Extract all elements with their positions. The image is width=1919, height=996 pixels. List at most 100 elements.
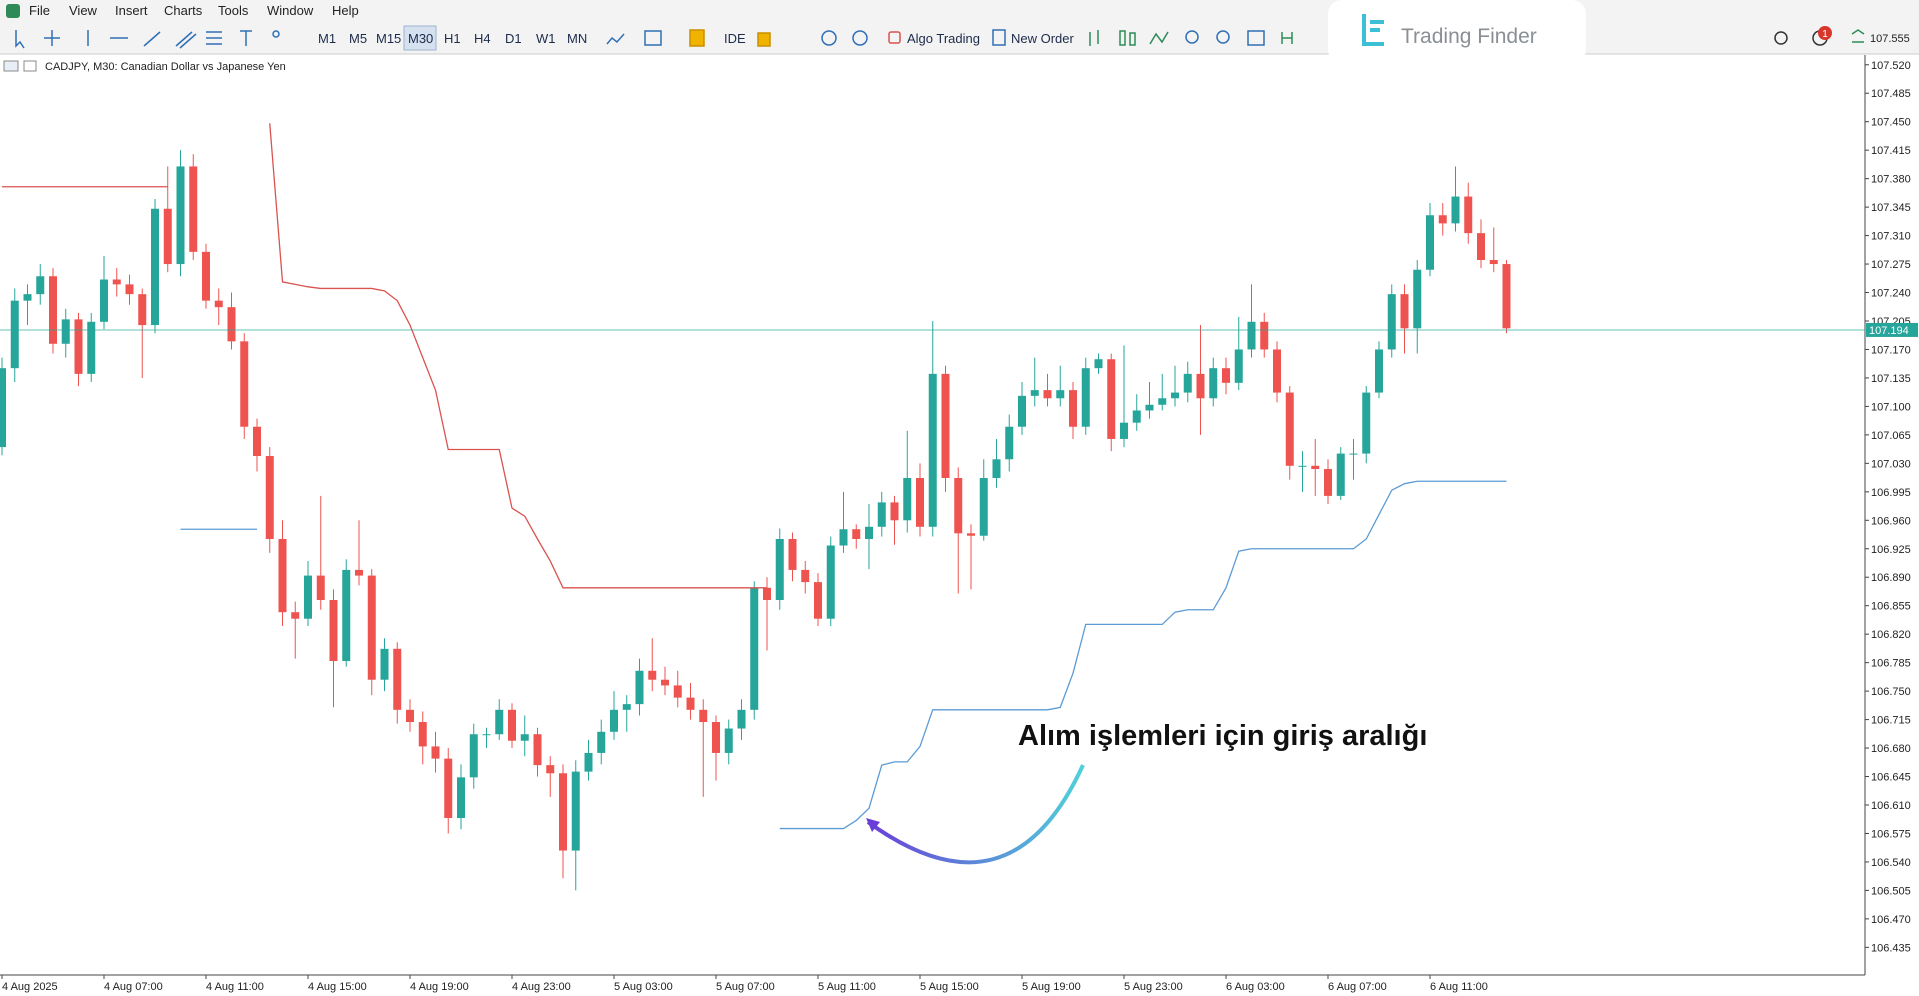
menu-item[interactable]: Tools [218,3,249,18]
candle-body [1273,349,1281,393]
y-tick-label: 107.275 [1871,259,1911,271]
chart-icon [3,60,19,72]
candle-body [227,307,236,342]
candle-body [151,208,159,326]
candle-body [1094,359,1103,369]
menu-item[interactable]: File [29,3,50,18]
search-icon[interactable] [1774,31,1788,45]
candle-body [214,300,223,308]
candle-body [355,569,363,576]
candle-body [1145,404,1154,411]
order-icon[interactable] [992,29,1006,46]
timeframe[interactable]: D1 [505,31,522,46]
candle-body [750,587,759,710]
candle-body [1196,373,1205,399]
x-tick-label: 5 Aug 07:00 [716,981,775,993]
candle-body [737,709,746,729]
candle-body [1285,392,1294,466]
templates-icon[interactable] [644,30,662,46]
text-icon[interactable] [240,30,252,46]
candle-body [1183,373,1192,393]
x-tick-label: 4 Aug 19:00 [410,981,469,993]
channel-icon[interactable] [175,31,197,49]
timeframe[interactable]: H4 [474,31,491,46]
menu-item[interactable]: View [69,3,98,18]
indicator-line [779,480,1507,830]
vps-icon[interactable] [821,30,837,46]
menu-item[interactable]: Insert [115,3,148,18]
zoom-out-icon[interactable] [1216,30,1230,44]
shapes-icon[interactable] [272,30,280,38]
y-tick-label: 107.380 [1871,174,1911,186]
candle-body [903,477,912,521]
candle-body [546,765,555,774]
candle-body [0,368,6,448]
market-icon[interactable] [757,32,771,47]
candle-body [814,582,822,619]
candle-body [406,709,414,723]
timeframe[interactable]: M30 [408,31,433,46]
timeframe[interactable]: H1 [444,31,461,46]
candle-body [1132,410,1141,423]
candle-body [1234,349,1243,383]
candle-body [610,709,618,732]
y-tick-label: 107.450 [1871,117,1911,129]
timeframe[interactable]: M1 [318,31,336,46]
candle-body [1413,269,1422,329]
toolbar-button[interactable]: New Order [1011,31,1075,46]
candles-icon[interactable] [1119,30,1136,46]
logo-panel [1328,0,1586,64]
candle-body [61,319,70,344]
menu-item[interactable]: Help [332,3,359,18]
trend-icon[interactable] [143,31,161,47]
line-icon[interactable] [1149,31,1169,45]
candle-body [1260,321,1269,350]
crosshair-icon[interactable] [44,30,60,46]
candle-body [49,276,57,344]
signals-icon[interactable] [689,29,705,47]
candle-body [967,533,975,536]
candle-body [928,373,937,527]
candle-body [87,321,96,374]
timeframe[interactable]: M5 [349,31,367,46]
candle-body [954,477,963,534]
cursor-icon[interactable] [15,30,25,49]
y-tick-label: 107.240 [1871,288,1911,300]
candle-body [482,734,491,736]
y-tick-label: 107.415 [1871,145,1911,157]
zoom-in-icon[interactable] [1185,30,1199,44]
candle-body [1158,398,1167,405]
candle-body [418,722,427,747]
menu-item[interactable]: Charts [164,3,203,18]
fibo-icon[interactable] [206,31,222,45]
arrow-head [866,818,880,832]
candle-body [584,752,593,772]
candle-body [508,709,516,741]
candle-body [699,709,708,723]
menu-item[interactable]: Window [267,3,314,18]
timeframe[interactable]: MN [567,31,587,46]
y-tick-label: 106.785 [1871,658,1911,670]
indicator-line [269,123,767,589]
candle-body [852,529,861,539]
algo-icon[interactable] [888,31,901,44]
candle-body [138,294,147,326]
candle-body [712,722,720,753]
cloud-icon[interactable] [852,30,868,46]
x-tick-label: 6 Aug 11:00 [1430,981,1488,993]
tool-icons-2 [606,29,868,47]
indicators-icon[interactable] [606,33,625,45]
toolbar-button[interactable]: IDE [724,31,746,46]
timeframe[interactable]: W1 [536,31,556,46]
toolbar-button[interactable]: Algo Trading [907,31,980,46]
timeframe[interactable]: M15 [376,31,401,46]
candle-body [1069,390,1077,427]
scroll-icon[interactable] [1281,32,1293,44]
candle-body [559,773,567,851]
candle-body [189,166,198,252]
candle-body [916,477,924,527]
bars-icon[interactable] [1089,30,1099,46]
signal-icon[interactable] [1851,29,1865,43]
candle-body [622,704,631,710]
tile-icon[interactable] [1247,30,1265,46]
